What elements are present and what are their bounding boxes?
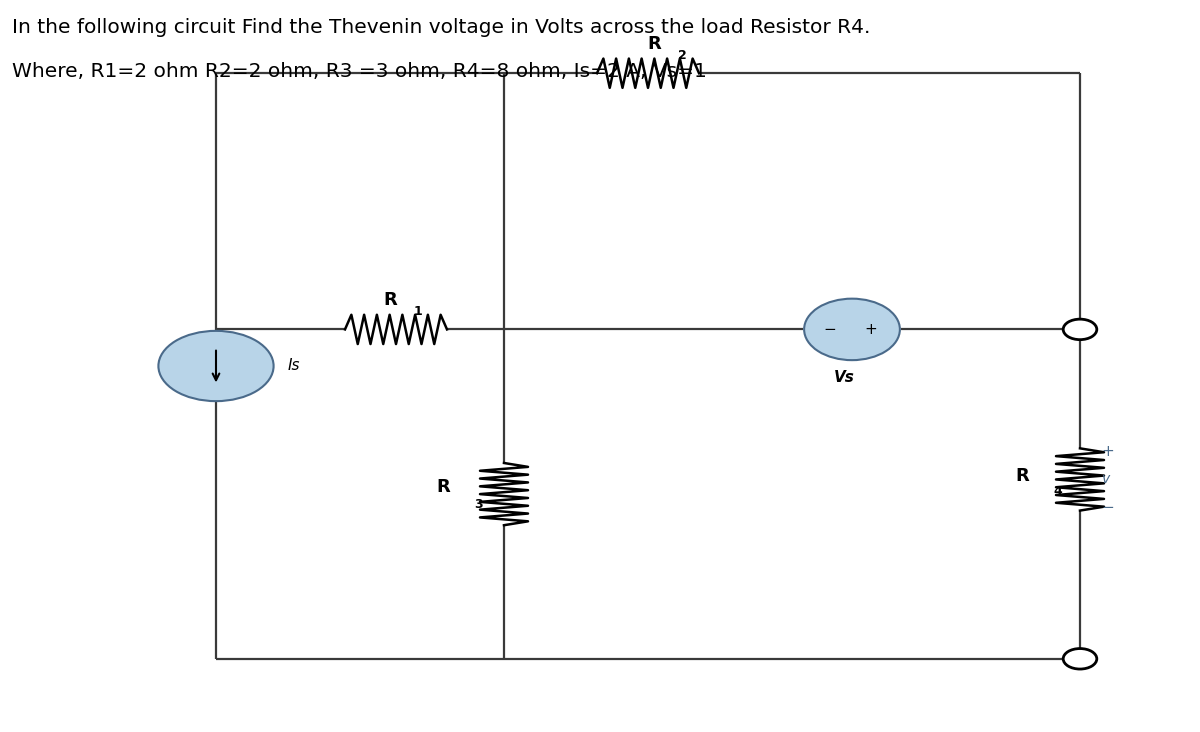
Text: R: R bbox=[383, 291, 397, 309]
Circle shape bbox=[1063, 649, 1097, 669]
Text: Where, R1=2 ohm R2=2 ohm, R3 =3 ohm, R4=8 ohm, Is=2 A, Vs=1: Where, R1=2 ohm R2=2 ohm, R3 =3 ohm, R4=… bbox=[12, 62, 707, 81]
Text: −: − bbox=[823, 322, 835, 337]
Text: 4: 4 bbox=[1054, 485, 1062, 498]
Circle shape bbox=[1063, 319, 1097, 340]
Text: 3: 3 bbox=[474, 498, 482, 511]
Text: v: v bbox=[1102, 472, 1110, 487]
Text: In the following circuit Find the Thevenin voltage in Volts across the load Resi: In the following circuit Find the Theven… bbox=[12, 18, 870, 37]
Ellipse shape bbox=[804, 299, 900, 360]
Text: −: − bbox=[1102, 500, 1115, 515]
Text: 2: 2 bbox=[678, 49, 686, 62]
Circle shape bbox=[158, 331, 274, 401]
Text: Vs: Vs bbox=[834, 370, 854, 384]
Text: +: + bbox=[865, 322, 877, 337]
Text: +: + bbox=[1102, 444, 1115, 459]
Text: R: R bbox=[647, 34, 661, 53]
Text: Is: Is bbox=[288, 359, 300, 373]
Text: R: R bbox=[1016, 467, 1030, 485]
Text: R: R bbox=[437, 478, 450, 496]
Text: 1: 1 bbox=[414, 305, 422, 318]
